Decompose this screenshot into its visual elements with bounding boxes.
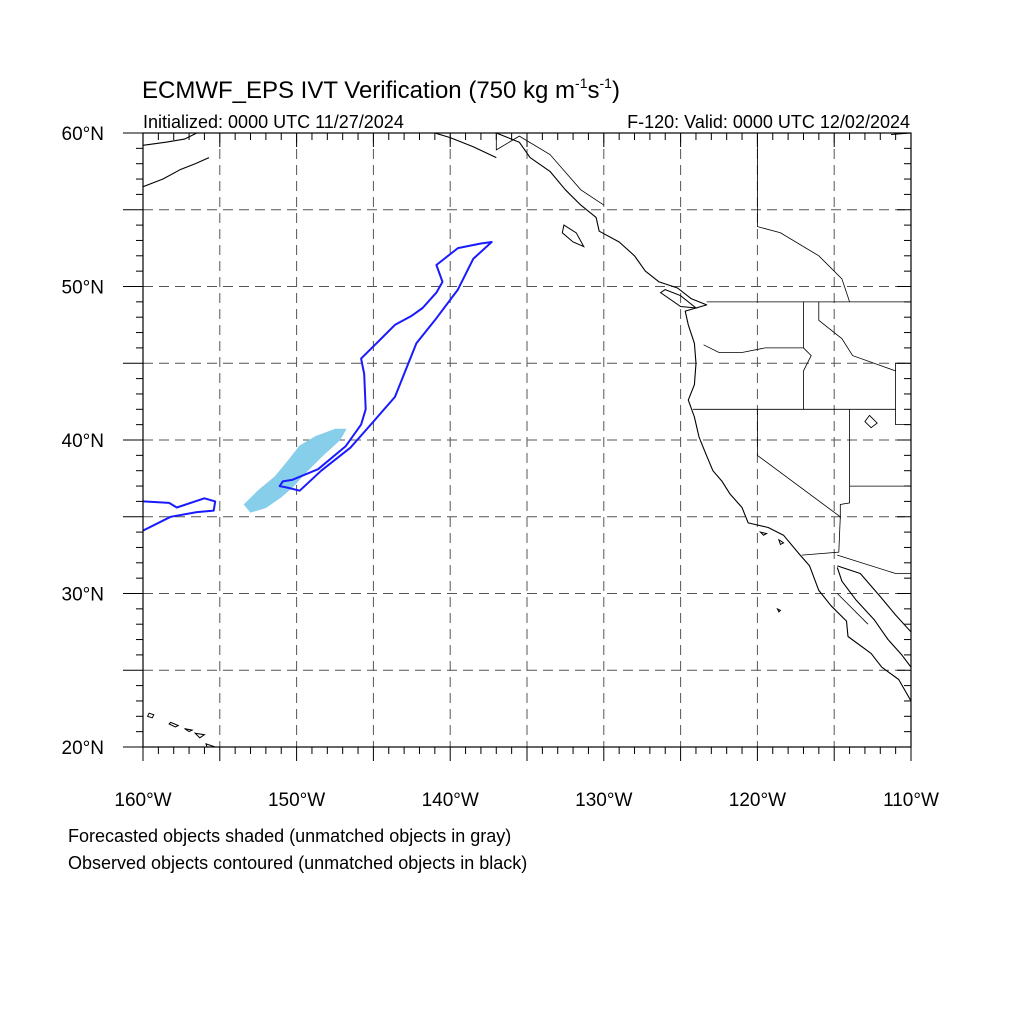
state-border — [837, 554, 911, 574]
lon-label: 120°W — [729, 790, 786, 811]
lon-label: 150°W — [268, 790, 325, 811]
coastlines — [143, 133, 911, 747]
coast-alaska — [143, 133, 198, 146]
lake — [864, 414, 878, 429]
coast-mainland-gulf — [837, 565, 911, 633]
observed-object-main — [278, 241, 493, 492]
island — [561, 224, 585, 248]
hawaii-island — [193, 732, 206, 739]
coast-na — [496, 133, 911, 702]
lat-label: 60°N — [62, 124, 104, 145]
coast-gulf-ak — [434, 133, 497, 159]
state-border — [818, 301, 896, 372]
political-borders — [495, 133, 911, 625]
state-border — [837, 593, 869, 625]
lon-label: 130°W — [575, 790, 632, 811]
hawaii-island — [205, 743, 217, 747]
state-border — [757, 133, 850, 303]
state-border — [495, 133, 605, 206]
observed-objects — [143, 241, 493, 532]
lat-label: 40°N — [62, 431, 104, 452]
state-border — [757, 409, 841, 518]
axis-labels: 60°N 50°N 40°N 30°N 20°N 160°W 150°W 140°W 130°W… — [62, 124, 939, 811]
coast-baja-gulf — [836, 567, 911, 668]
lat-label: 30°N — [62, 585, 104, 606]
state-border — [801, 516, 841, 556]
initialized-time: Initialized: 0000 UTC 11/27/2024 — [143, 112, 404, 132]
lat-label: 50°N — [62, 278, 104, 299]
caption-observed: Observed objects contoured (unmatched ob… — [68, 853, 528, 873]
island — [776, 607, 782, 613]
island — [777, 538, 785, 546]
lat-label: 20°N — [62, 738, 104, 759]
axis-ticks — [123, 132, 912, 761]
map-title: ECMWF_EPS IVT Verification (750 kg m-1s-… — [142, 75, 620, 104]
island — [659, 289, 698, 309]
lon-label: 140°W — [422, 790, 479, 811]
caption-forecast: Forecasted objects shaded (unmatched obj… — [68, 826, 512, 846]
lat-lon-grid — [143, 133, 911, 747]
observed-object-west — [143, 497, 217, 532]
state-border — [803, 301, 812, 410]
state-border — [703, 344, 804, 353]
island — [758, 531, 769, 536]
coast-alaska-pen — [143, 157, 210, 188]
map-content — [143, 133, 911, 747]
valid-time: F-120: Valid: 0000 UTC 12/02/2024 — [627, 112, 910, 132]
state-border — [839, 409, 850, 519]
map-header: ECMWF_EPS IVT Verification (750 kg m-1s-… — [142, 75, 910, 132]
hawaii-island — [168, 721, 180, 728]
forecast-object-shaded — [243, 428, 347, 513]
lon-label: 110°W — [883, 790, 939, 811]
forecast-objects — [243, 428, 347, 513]
hawaii-island — [146, 712, 155, 719]
hawaii-island — [184, 728, 194, 733]
lon-label: 160°W — [114, 790, 171, 811]
